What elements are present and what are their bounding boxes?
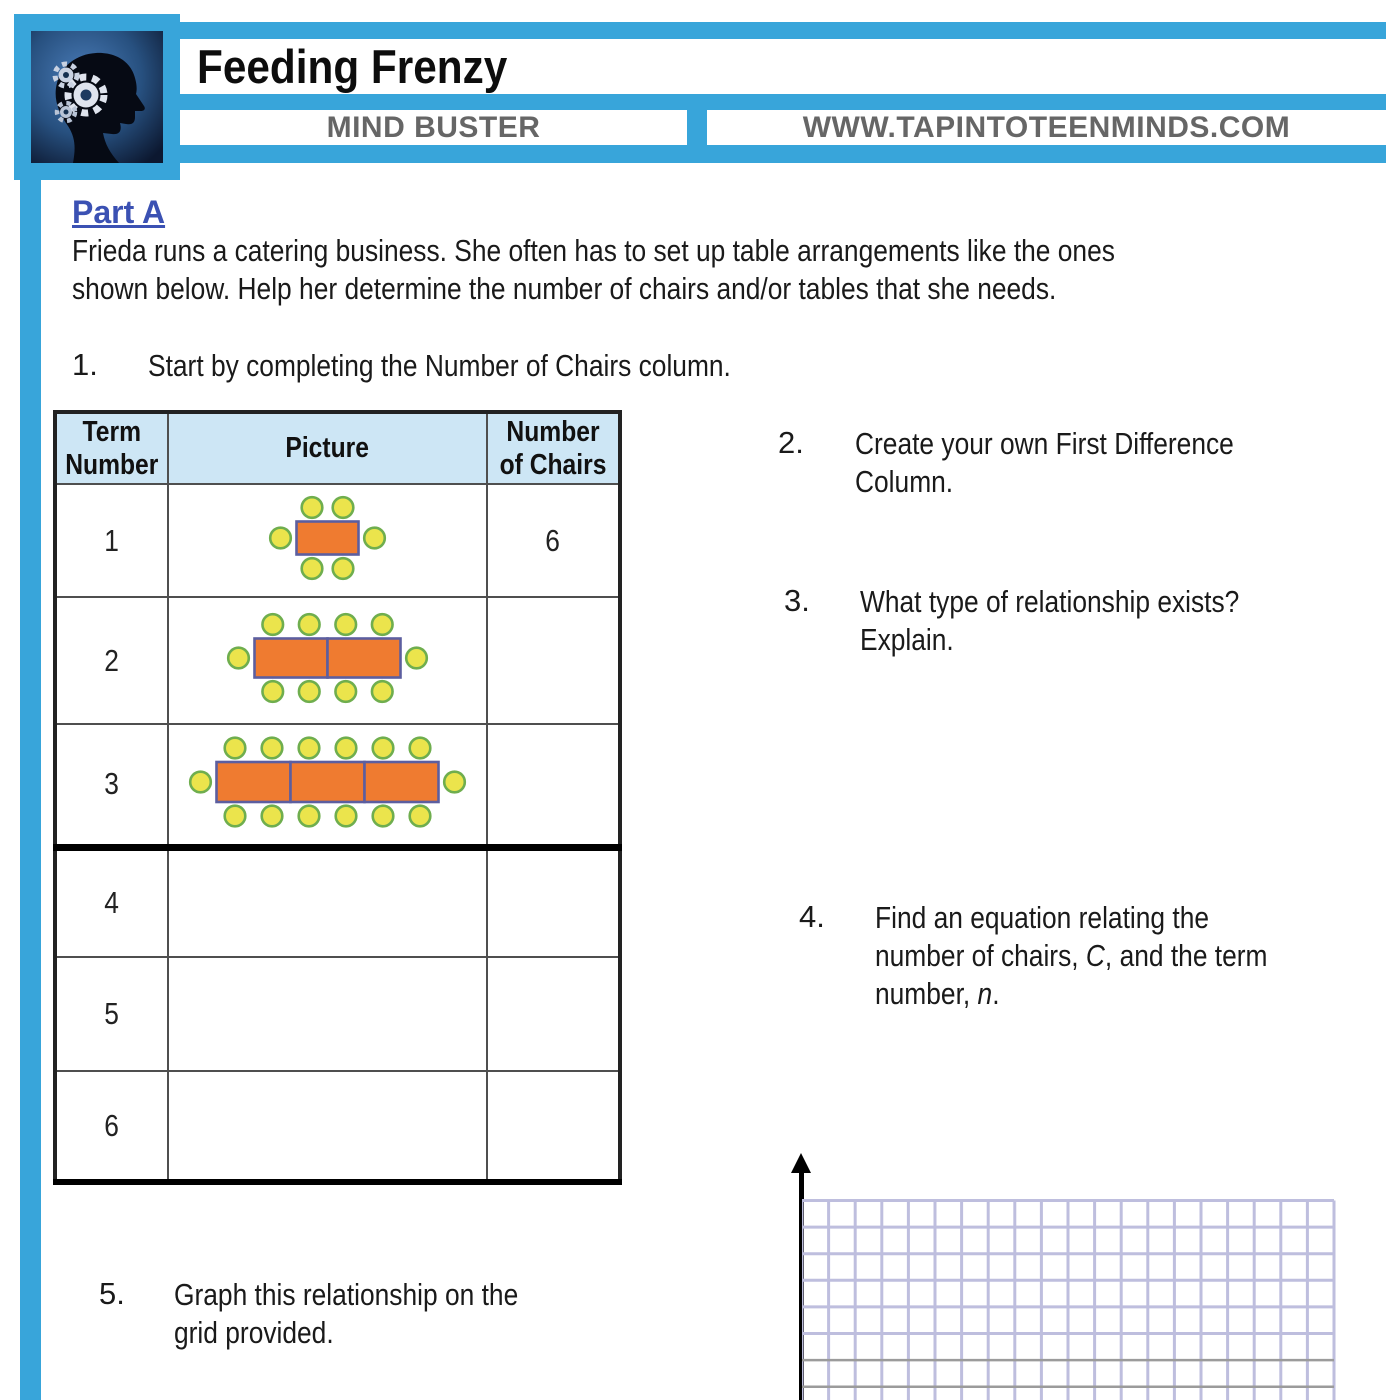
number-of-chairs-cell <box>485 956 621 1072</box>
col-header-picture: Picture <box>166 411 488 485</box>
question-4-number: 4. <box>799 899 825 934</box>
header-bar-middle <box>170 94 1386 110</box>
table-row-term-4: 4 <box>54 843 621 958</box>
col-header-number-of-chairs: Number of Chairs <box>485 411 621 485</box>
question-3-text: What type of relationship exists? Explain… <box>860 584 1240 657</box>
picture-cell-empty <box>166 843 488 958</box>
picture-cell-one-table-with-6-chairs <box>166 483 488 598</box>
head-gears-logo-icon <box>31 31 163 163</box>
left-accent-strip <box>20 178 41 1400</box>
header-bar-bottom <box>170 145 1386 163</box>
picture-cell-two-joined-tables-with-10-chairs <box>166 596 488 725</box>
table-row-term-2: 2 <box>54 596 621 725</box>
question-5-text: Graph this relationship on the grid provi… <box>174 1277 519 1350</box>
number-of-chairs-cell <box>485 723 621 848</box>
question-1-number: 1. <box>72 347 98 382</box>
question-3-number: 3. <box>784 583 810 618</box>
website-badge: WWW.TAPINTOTEENMINDS.COM <box>707 110 1386 145</box>
table-row-term-3: 3 <box>54 723 621 848</box>
question-5-number: 5. <box>99 1276 125 1311</box>
picture-cell-empty <box>166 956 488 1072</box>
question-1-text: Start by completing the Number of Chairs… <box>148 348 731 383</box>
mind-buster-badge: MIND BUSTER <box>180 110 687 145</box>
picture-cell-empty <box>166 1070 488 1185</box>
table-row-term-5: 5 <box>54 956 621 1072</box>
header-bar-top <box>170 22 1386 39</box>
question-4-text: Find an equation relating the number of c… <box>875 900 1268 1011</box>
number-of-chairs-cell <box>485 1070 621 1185</box>
page-title: Feeding Frenzy <box>197 40 508 93</box>
y-axis-arrow-icon <box>791 1153 811 1173</box>
graph-grid <box>800 1199 1337 1400</box>
table-header-row: Term Number Picture Number of Chairs <box>54 411 621 485</box>
term-number-cell: 3 <box>54 723 169 848</box>
question-2-number: 2. <box>778 425 804 460</box>
term-number-cell: 1 <box>54 483 169 598</box>
term-number-cell: 6 <box>54 1070 169 1185</box>
col-header-term-number: Term Number <box>54 411 169 485</box>
intro-paragraph: Frieda runs a catering business. She oft… <box>72 233 1115 306</box>
term-number-cell: 4 <box>54 843 169 958</box>
number-of-chairs-cell: 6 <box>485 483 621 598</box>
table-row-term-6: 6 <box>54 1070 621 1185</box>
question-2-text: Create your own First Difference Column. <box>855 426 1234 499</box>
term-number-cell: 5 <box>54 956 169 1072</box>
number-of-chairs-cell <box>485 843 621 958</box>
part-a-heading: Part A <box>72 194 166 230</box>
picture-cell-three-joined-tables-with-14-chairs <box>166 723 488 848</box>
number-of-chairs-cell <box>485 596 621 725</box>
term-number-cell: 2 <box>54 596 169 725</box>
